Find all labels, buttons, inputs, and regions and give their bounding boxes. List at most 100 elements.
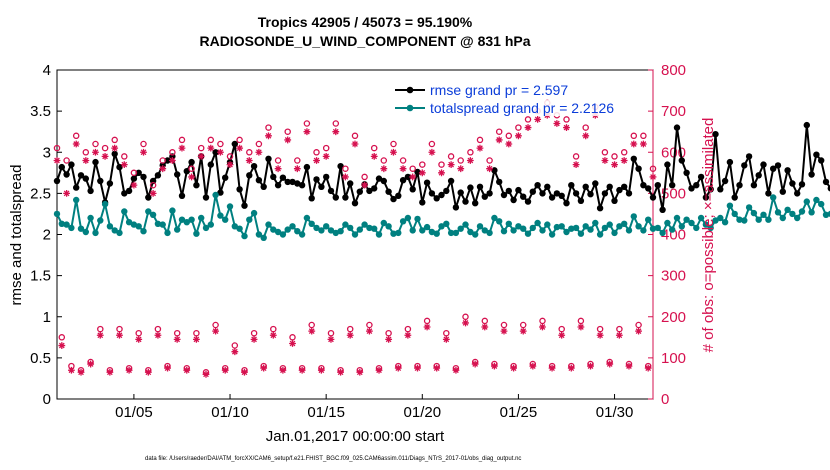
rmse-point: [750, 182, 758, 189]
obs-assimilated-point: [313, 157, 320, 164]
totalspread-point: [544, 221, 551, 228]
rmse-point: [447, 177, 455, 185]
totalspread-point: [198, 214, 205, 222]
obs-assimilated-point: [366, 327, 373, 335]
totalspread-point: [568, 225, 575, 232]
obs-possible-point: [635, 321, 642, 329]
obs-possible-point: [63, 157, 70, 164]
obs-assimilated-point: [178, 144, 186, 152]
totalspread-point: [371, 225, 378, 232]
obs-assimilated-point: [524, 124, 532, 131]
totalspread-point: [635, 223, 642, 230]
totalspread-point: [87, 214, 94, 222]
totalspread-point: [774, 209, 782, 216]
totalspread-point: [645, 216, 652, 223]
obs-assimilated-point: [245, 157, 253, 164]
chart-title-line2: RADIOSONDE_U_WIND_COMPONENT @ 831 hPa: [199, 33, 530, 49]
totalspread-point: [395, 229, 402, 237]
rmse-point: [558, 192, 565, 199]
obs-possible-point: [539, 317, 546, 325]
obs-possible-point: [173, 329, 181, 337]
y-left-tick-label: 0.5: [30, 350, 51, 367]
rmse-point: [351, 200, 359, 207]
obs-possible-point: [274, 157, 282, 164]
obs-possible-point: [500, 321, 508, 329]
totalspread-point: [178, 216, 186, 223]
obs-assimilated-point: [409, 173, 417, 181]
y-left-tick-label: 1.5: [30, 268, 51, 285]
obs-assimilated-point: [452, 366, 460, 374]
rmse-point: [688, 185, 695, 192]
totalspread-point: [428, 228, 436, 236]
rmse-point: [265, 155, 272, 162]
rmse-point: [515, 186, 522, 194]
obs-assimilated-point: [221, 366, 229, 374]
y-right-tick-label: 400: [661, 227, 686, 244]
rmse-point: [174, 171, 181, 178]
obs-assimilated-point: [125, 366, 133, 374]
legend-spread-marker: [406, 104, 414, 112]
obs-possible-point: [505, 132, 513, 140]
totalspread-point: [601, 224, 609, 232]
rmse-point: [779, 188, 786, 195]
obs-possible-point: [476, 136, 484, 144]
obs-assimilated-point: [58, 342, 66, 349]
obs-possible-point: [620, 149, 628, 156]
totalspread-point: [784, 206, 791, 213]
rmse-point: [423, 179, 431, 186]
obs-assimilated-point: [265, 132, 272, 140]
obs-assimilated-point: [361, 181, 369, 189]
rmse-point: [438, 191, 445, 199]
obs-assimilated-point: [68, 366, 75, 374]
rmse-point: [284, 178, 291, 186]
y-right-tick-label: 800: [661, 62, 686, 79]
obs-assimilated-point: [404, 331, 412, 339]
obs-possible-point: [481, 317, 489, 325]
series-layer: [53, 99, 830, 378]
obs-assimilated-point: [447, 161, 455, 168]
rmse-point: [789, 180, 796, 187]
totalspread-point: [433, 230, 440, 237]
rmse-point: [371, 185, 378, 192]
totalspread-point: [149, 211, 157, 218]
x-tick-label: 01/20: [404, 404, 442, 421]
totalspread-point: [827, 210, 830, 217]
totalspread-point: [822, 211, 830, 218]
rmse-point: [496, 178, 503, 186]
rmse-point: [308, 195, 315, 202]
totalspread-point: [241, 232, 248, 240]
obs-possible-point: [457, 157, 464, 164]
obs-possible-point: [231, 342, 239, 349]
rmse-point: [222, 174, 229, 181]
obs-assimilated-point: [188, 173, 195, 181]
obs-possible-point: [366, 321, 373, 329]
legend-rmse-label: rmse grand pr = 2.597: [430, 82, 568, 98]
data-file-footnote: data file: /Users/raeder/DAI/ATM_forcXX/…: [145, 456, 521, 462]
totalspread-point: [121, 208, 128, 215]
rmse-point: [486, 190, 493, 197]
totalspread-point: [207, 221, 214, 228]
obs-assimilated-point: [615, 331, 623, 339]
totalspread-point: [688, 219, 695, 227]
rmse-point: [135, 169, 142, 176]
obs-possible-point: [159, 157, 166, 164]
rmse-point: [327, 187, 335, 195]
rmse-point: [188, 158, 195, 166]
rmse-point: [404, 173, 412, 181]
rmse-point: [289, 178, 296, 186]
totalspread-point: [457, 225, 464, 232]
rmse-point: [87, 187, 94, 195]
totalspread-point: [332, 229, 339, 237]
rmse-point: [770, 165, 777, 172]
totalspread-point: [77, 225, 85, 232]
rmse-point: [712, 131, 719, 138]
rmse-point: [399, 177, 407, 184]
rmse-point: [140, 173, 147, 181]
obs-assimilated-point: [582, 132, 590, 140]
rmse-point: [337, 163, 344, 170]
totalspread-point: [111, 227, 118, 234]
totalspread-point: [736, 216, 743, 223]
y-left-tick-label: 3: [43, 144, 51, 161]
rmse-point: [827, 185, 830, 192]
obs-assimilated-point: [649, 173, 657, 181]
